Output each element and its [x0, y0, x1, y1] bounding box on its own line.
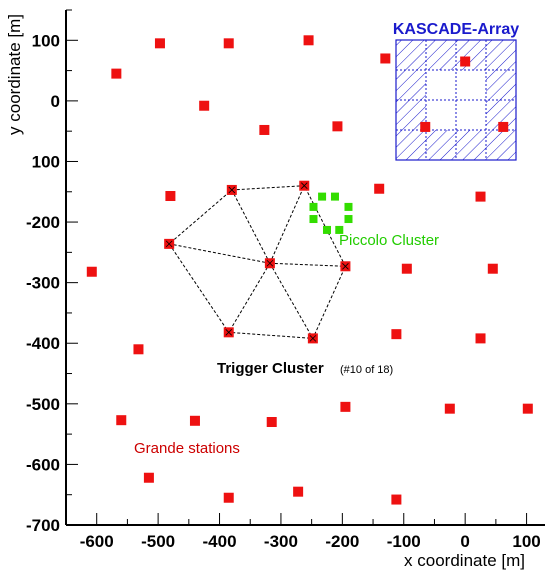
grande-station-marker	[332, 121, 343, 132]
grande-station-marker	[522, 403, 533, 414]
kascade-inner-cell	[456, 70, 486, 100]
x-tick-label: -500	[141, 532, 175, 551]
trigger-cluster-spoke	[269, 185, 305, 264]
grande-station-marker	[223, 38, 234, 49]
grande-station-marker	[460, 56, 471, 67]
x-tick-label: 0	[460, 532, 469, 551]
x-tick-label: -600	[80, 532, 114, 551]
grande-station-marker	[143, 472, 154, 483]
x-tick-label: -100	[387, 532, 421, 551]
grande-station-marker	[259, 124, 270, 135]
trigger-cluster-label: Trigger Cluster	[217, 360, 324, 377]
x-tick-label: -300	[264, 532, 298, 551]
piccolo-station-marker	[309, 215, 318, 224]
trigger-station-cross	[342, 263, 349, 270]
y-axis-title: y coordinate [m]	[5, 14, 24, 135]
x-tick-label: 100	[512, 532, 540, 551]
trigger-station-cross	[228, 186, 236, 194]
grande-station-marker	[111, 68, 122, 79]
trigger-cluster-sublabel: (#10 of 18)	[340, 364, 393, 376]
grande-station-marker	[86, 266, 97, 277]
grande-station-marker	[165, 191, 176, 202]
grande-station-marker	[223, 492, 234, 503]
piccolo-station-marker	[309, 202, 318, 211]
grande-station-marker	[189, 415, 200, 426]
grande-station-marker	[340, 401, 351, 412]
grande-station-marker	[498, 121, 509, 132]
grande-station-marker	[420, 121, 431, 132]
grande-station-marker	[380, 53, 391, 64]
grande-station-marker	[374, 183, 385, 194]
piccolo-station-marker	[330, 192, 339, 201]
trigger-station-cross	[266, 259, 274, 267]
grande-station-marker	[487, 263, 498, 274]
grande-station-marker	[199, 100, 210, 111]
x-tick-label: -400	[203, 532, 237, 551]
grande-station-marker	[133, 344, 144, 355]
kascade-inner-cell	[426, 100, 456, 130]
trigger-station-cross	[309, 335, 317, 342]
piccolo-station-marker	[318, 192, 327, 201]
y-tick-label: 0	[51, 92, 60, 111]
x-axis-title: x coordinate [m]	[404, 551, 525, 570]
grande-station-marker	[475, 333, 486, 344]
piccolo-station-marker	[335, 225, 344, 234]
trigger-cluster-spoke	[269, 263, 314, 339]
y-tick-label: 100	[32, 31, 60, 50]
trigger-station-cross	[300, 182, 308, 189]
kascade-inner-cell	[456, 100, 486, 130]
piccolo-station-marker	[322, 225, 331, 234]
y-tick-label: -200	[26, 213, 60, 232]
trigger-cluster-hexagon	[168, 185, 346, 339]
trigger-station-cross	[165, 240, 173, 248]
grande-station-marker	[444, 403, 455, 414]
y-tick-label: -700	[26, 516, 60, 535]
x-tick-label: -200	[325, 532, 359, 551]
trigger-cluster-spoke	[231, 189, 271, 264]
grande-station-marker	[475, 191, 486, 202]
grande-station-marker	[116, 415, 127, 426]
y-tick-label: -600	[26, 455, 60, 474]
grande-station-marker	[293, 486, 304, 497]
grande-station-marker	[391, 494, 402, 505]
y-tick-label: -300	[26, 274, 60, 293]
piccolo-station-marker	[344, 202, 353, 211]
kascade-inner-cell	[426, 70, 456, 100]
trigger-cluster-spoke	[269, 262, 346, 267]
y-tick-label: 100	[32, 152, 60, 171]
grande-station-marker	[391, 329, 402, 340]
grande-stations-label: Grande stations	[134, 440, 240, 457]
piccolo-station-marker	[344, 215, 353, 224]
grande-station-marker	[154, 38, 165, 49]
y-tick-label: -500	[26, 395, 60, 414]
grande-station-marker	[401, 263, 412, 274]
trigger-cluster-spoke	[169, 243, 270, 264]
piccolo-cluster-label: Piccolo Cluster	[339, 232, 439, 249]
grande-station-marker	[303, 35, 314, 46]
trigger-cluster-spoke	[228, 263, 271, 333]
kascade-inset-title: KASCADE-Array	[393, 21, 519, 38]
trigger-station-cross	[225, 329, 233, 336]
grande-station-marker	[266, 417, 277, 427]
y-tick-label: -400	[26, 334, 60, 353]
